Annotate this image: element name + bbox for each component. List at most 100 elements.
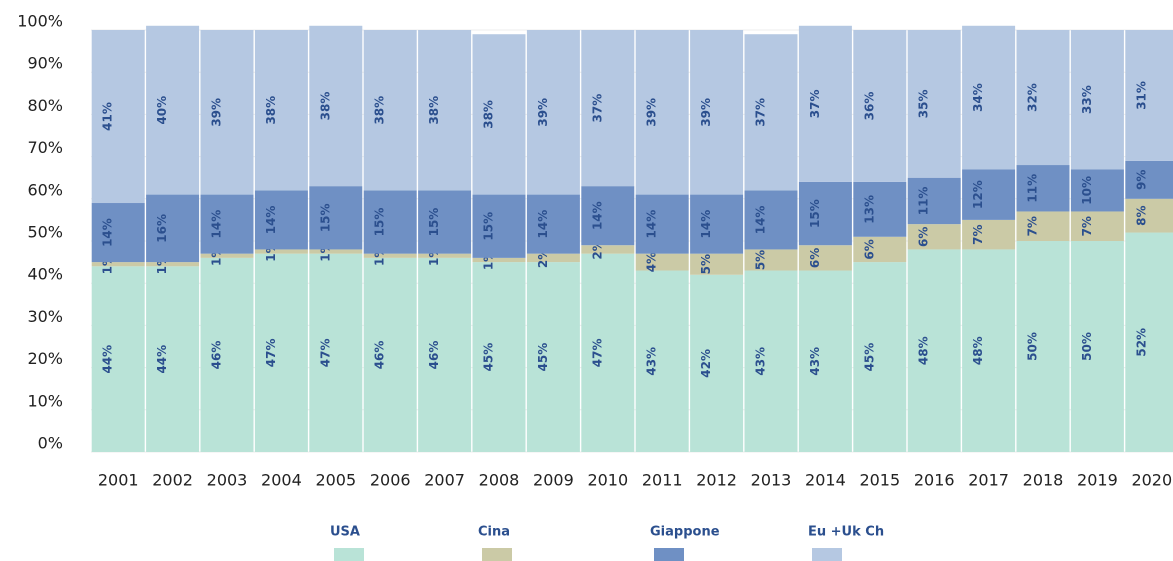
bar-segment	[363, 190, 417, 254]
bar-segment	[254, 30, 308, 191]
bar-segment	[472, 34, 526, 195]
legend-label: Eu +Uk Ch	[808, 525, 884, 540]
bar-segment	[635, 270, 689, 452]
data-label: 44%	[101, 345, 115, 374]
data-label: 46%	[427, 341, 441, 370]
data-label: 14%	[101, 218, 115, 247]
bar-segment	[254, 190, 308, 250]
x-tick-label: 2004	[261, 471, 302, 490]
data-label: 38%	[482, 100, 496, 129]
data-label: 45%	[482, 343, 496, 372]
bar-segment	[526, 30, 580, 195]
bar-segment	[146, 25, 200, 195]
data-label: 6%	[808, 248, 822, 268]
x-tick-label: 2006	[370, 471, 411, 490]
x-tick-label: 2014	[805, 471, 846, 490]
bar-segment	[472, 194, 526, 258]
data-label: 11%	[1026, 174, 1040, 203]
data-label: 10%	[1080, 176, 1094, 205]
bar-segment	[635, 253, 689, 271]
bar-segment	[1016, 30, 1070, 166]
bar-segment	[309, 253, 363, 452]
bar-segment	[309, 25, 363, 187]
data-label: 5%	[699, 254, 713, 274]
data-label: 14%	[754, 206, 768, 235]
data-label: 44%	[155, 345, 169, 374]
data-label: 6%	[917, 227, 931, 247]
data-label: 47%	[318, 338, 332, 367]
bar-segment	[526, 194, 580, 254]
y-tick-label: 40%	[27, 265, 63, 284]
y-tick-label: 20%	[27, 349, 63, 368]
bar-segment	[309, 249, 363, 254]
data-label: 43%	[808, 347, 822, 376]
legend-swatch	[482, 548, 512, 561]
bar-segment	[635, 194, 689, 254]
legend-swatch	[654, 548, 684, 561]
bar-segment	[1070, 211, 1124, 241]
bar-segment	[907, 30, 961, 178]
data-label: 37%	[590, 94, 604, 123]
legend-swatch	[812, 548, 842, 561]
data-label: 8%	[1134, 205, 1148, 225]
data-label: 47%	[264, 338, 278, 367]
data-label: 46%	[210, 341, 224, 370]
data-label: 34%	[971, 83, 985, 112]
bar-segment	[472, 262, 526, 452]
x-tick-label: 2020	[1131, 471, 1172, 490]
bar-segment	[363, 30, 417, 191]
bar-segment	[853, 30, 907, 182]
data-label: 41%	[101, 102, 115, 131]
bar-segment	[690, 30, 744, 195]
x-tick-label: 2002	[152, 471, 193, 490]
bar-segment	[363, 257, 417, 452]
data-label: 32%	[1026, 83, 1040, 112]
x-tick-label: 2012	[696, 471, 737, 490]
bar-segment	[962, 25, 1016, 170]
data-label: 39%	[699, 98, 713, 127]
bar-segment	[418, 253, 472, 258]
legend-label: USA	[330, 525, 360, 540]
data-label: 15%	[373, 208, 387, 237]
bar-segment	[744, 249, 798, 271]
data-label: 38%	[264, 96, 278, 125]
data-label: 14%	[590, 201, 604, 230]
data-label: 50%	[1026, 332, 1040, 361]
bar-segment	[581, 253, 635, 452]
bar-segment	[146, 266, 200, 452]
bar-segment	[200, 30, 254, 195]
data-label: 15%	[482, 212, 496, 241]
data-label: 39%	[536, 98, 550, 127]
y-tick-label: 0%	[38, 434, 63, 453]
x-tick-label: 2013	[751, 471, 792, 490]
bar-segment	[1125, 30, 1173, 161]
y-tick-label: 60%	[27, 180, 63, 199]
x-tick-label: 2005	[315, 471, 356, 490]
x-tick-label: 2001	[98, 471, 139, 490]
bar-segment	[254, 249, 308, 254]
bar-segment	[418, 257, 472, 452]
data-label: 39%	[210, 98, 224, 127]
x-tick-label: 2019	[1077, 471, 1118, 490]
x-tick-label: 2017	[968, 471, 1009, 490]
data-label: 35%	[917, 89, 931, 118]
legend-swatch	[334, 548, 364, 561]
data-label: 37%	[808, 89, 822, 118]
x-tick-label: 2009	[533, 471, 574, 490]
data-label: 52%	[1134, 328, 1148, 357]
x-tick-label: 2016	[914, 471, 955, 490]
y-tick-label: 10%	[27, 391, 63, 410]
data-label: 15%	[427, 208, 441, 237]
data-label: 50%	[1080, 332, 1094, 361]
data-label: 38%	[373, 96, 387, 125]
data-label: 14%	[536, 210, 550, 239]
bar-segment	[200, 257, 254, 452]
bar-segment	[744, 270, 798, 452]
data-label: 14%	[645, 210, 659, 239]
y-tick-label: 70%	[27, 138, 63, 157]
data-label: 14%	[699, 210, 713, 239]
data-label: 7%	[971, 224, 985, 244]
data-label: 11%	[917, 187, 931, 216]
bar-segment	[907, 177, 961, 225]
data-label: 48%	[917, 336, 931, 365]
